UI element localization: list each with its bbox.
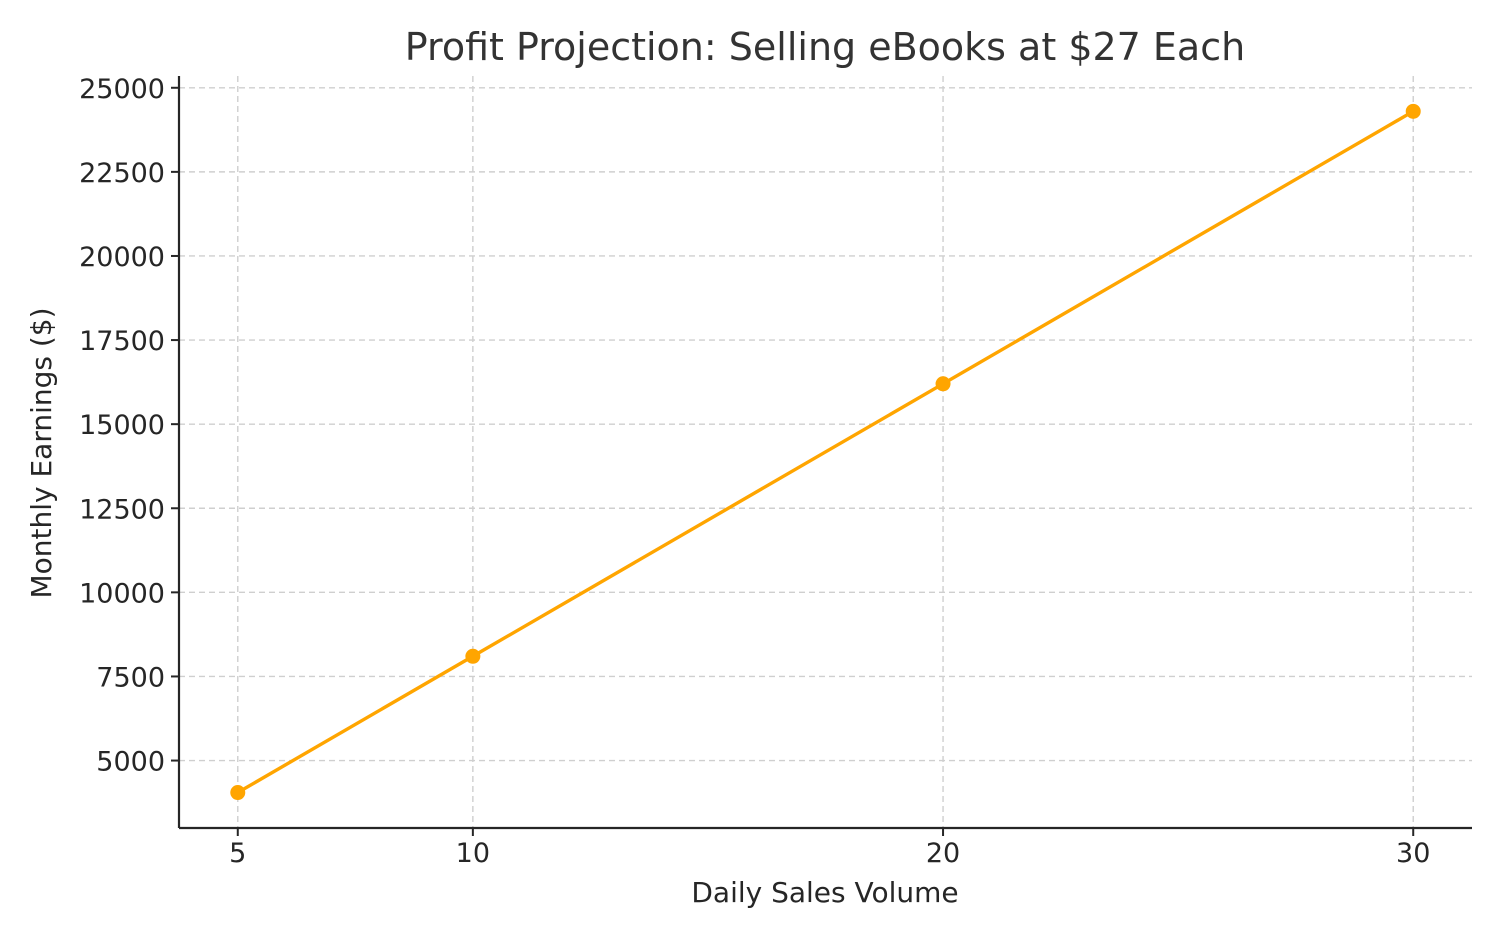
y-tick-label: 17500: [79, 326, 165, 357]
x-tick-label: 5: [229, 838, 246, 869]
axis-layer: 5 10 20 30 5000 7500 10000 12500 15000 17500 20000…: [79, 74, 1472, 869]
y-tick-label: 25000: [79, 74, 165, 105]
y-tick-label: 10000: [79, 578, 165, 609]
y-tick-label: 5000: [96, 747, 165, 778]
y-tick-label: 12500: [79, 494, 165, 525]
grid-layer: [179, 76, 1472, 828]
y-tick-label: 15000: [79, 410, 165, 441]
data-point: [935, 376, 951, 392]
y-axis-label: Monthly Earnings ($): [25, 307, 58, 598]
x-axis-label: Daily Sales Volume: [691, 876, 958, 909]
data-point: [230, 785, 246, 801]
x-tick-label: 20: [926, 838, 960, 869]
x-tick-label: 10: [456, 838, 490, 869]
x-tick-label: 30: [1396, 838, 1430, 869]
series-line: [236, 109, 1415, 795]
y-tick-label: 7500: [96, 662, 165, 693]
y-tick-label: 22500: [79, 158, 165, 189]
y-tick-label: 20000: [79, 242, 165, 273]
data-point: [1405, 103, 1421, 119]
data-point: [465, 648, 481, 664]
chart-title: Profit Projection: Selling eBooks at $27…: [405, 25, 1245, 69]
series-layer: [230, 103, 1421, 801]
